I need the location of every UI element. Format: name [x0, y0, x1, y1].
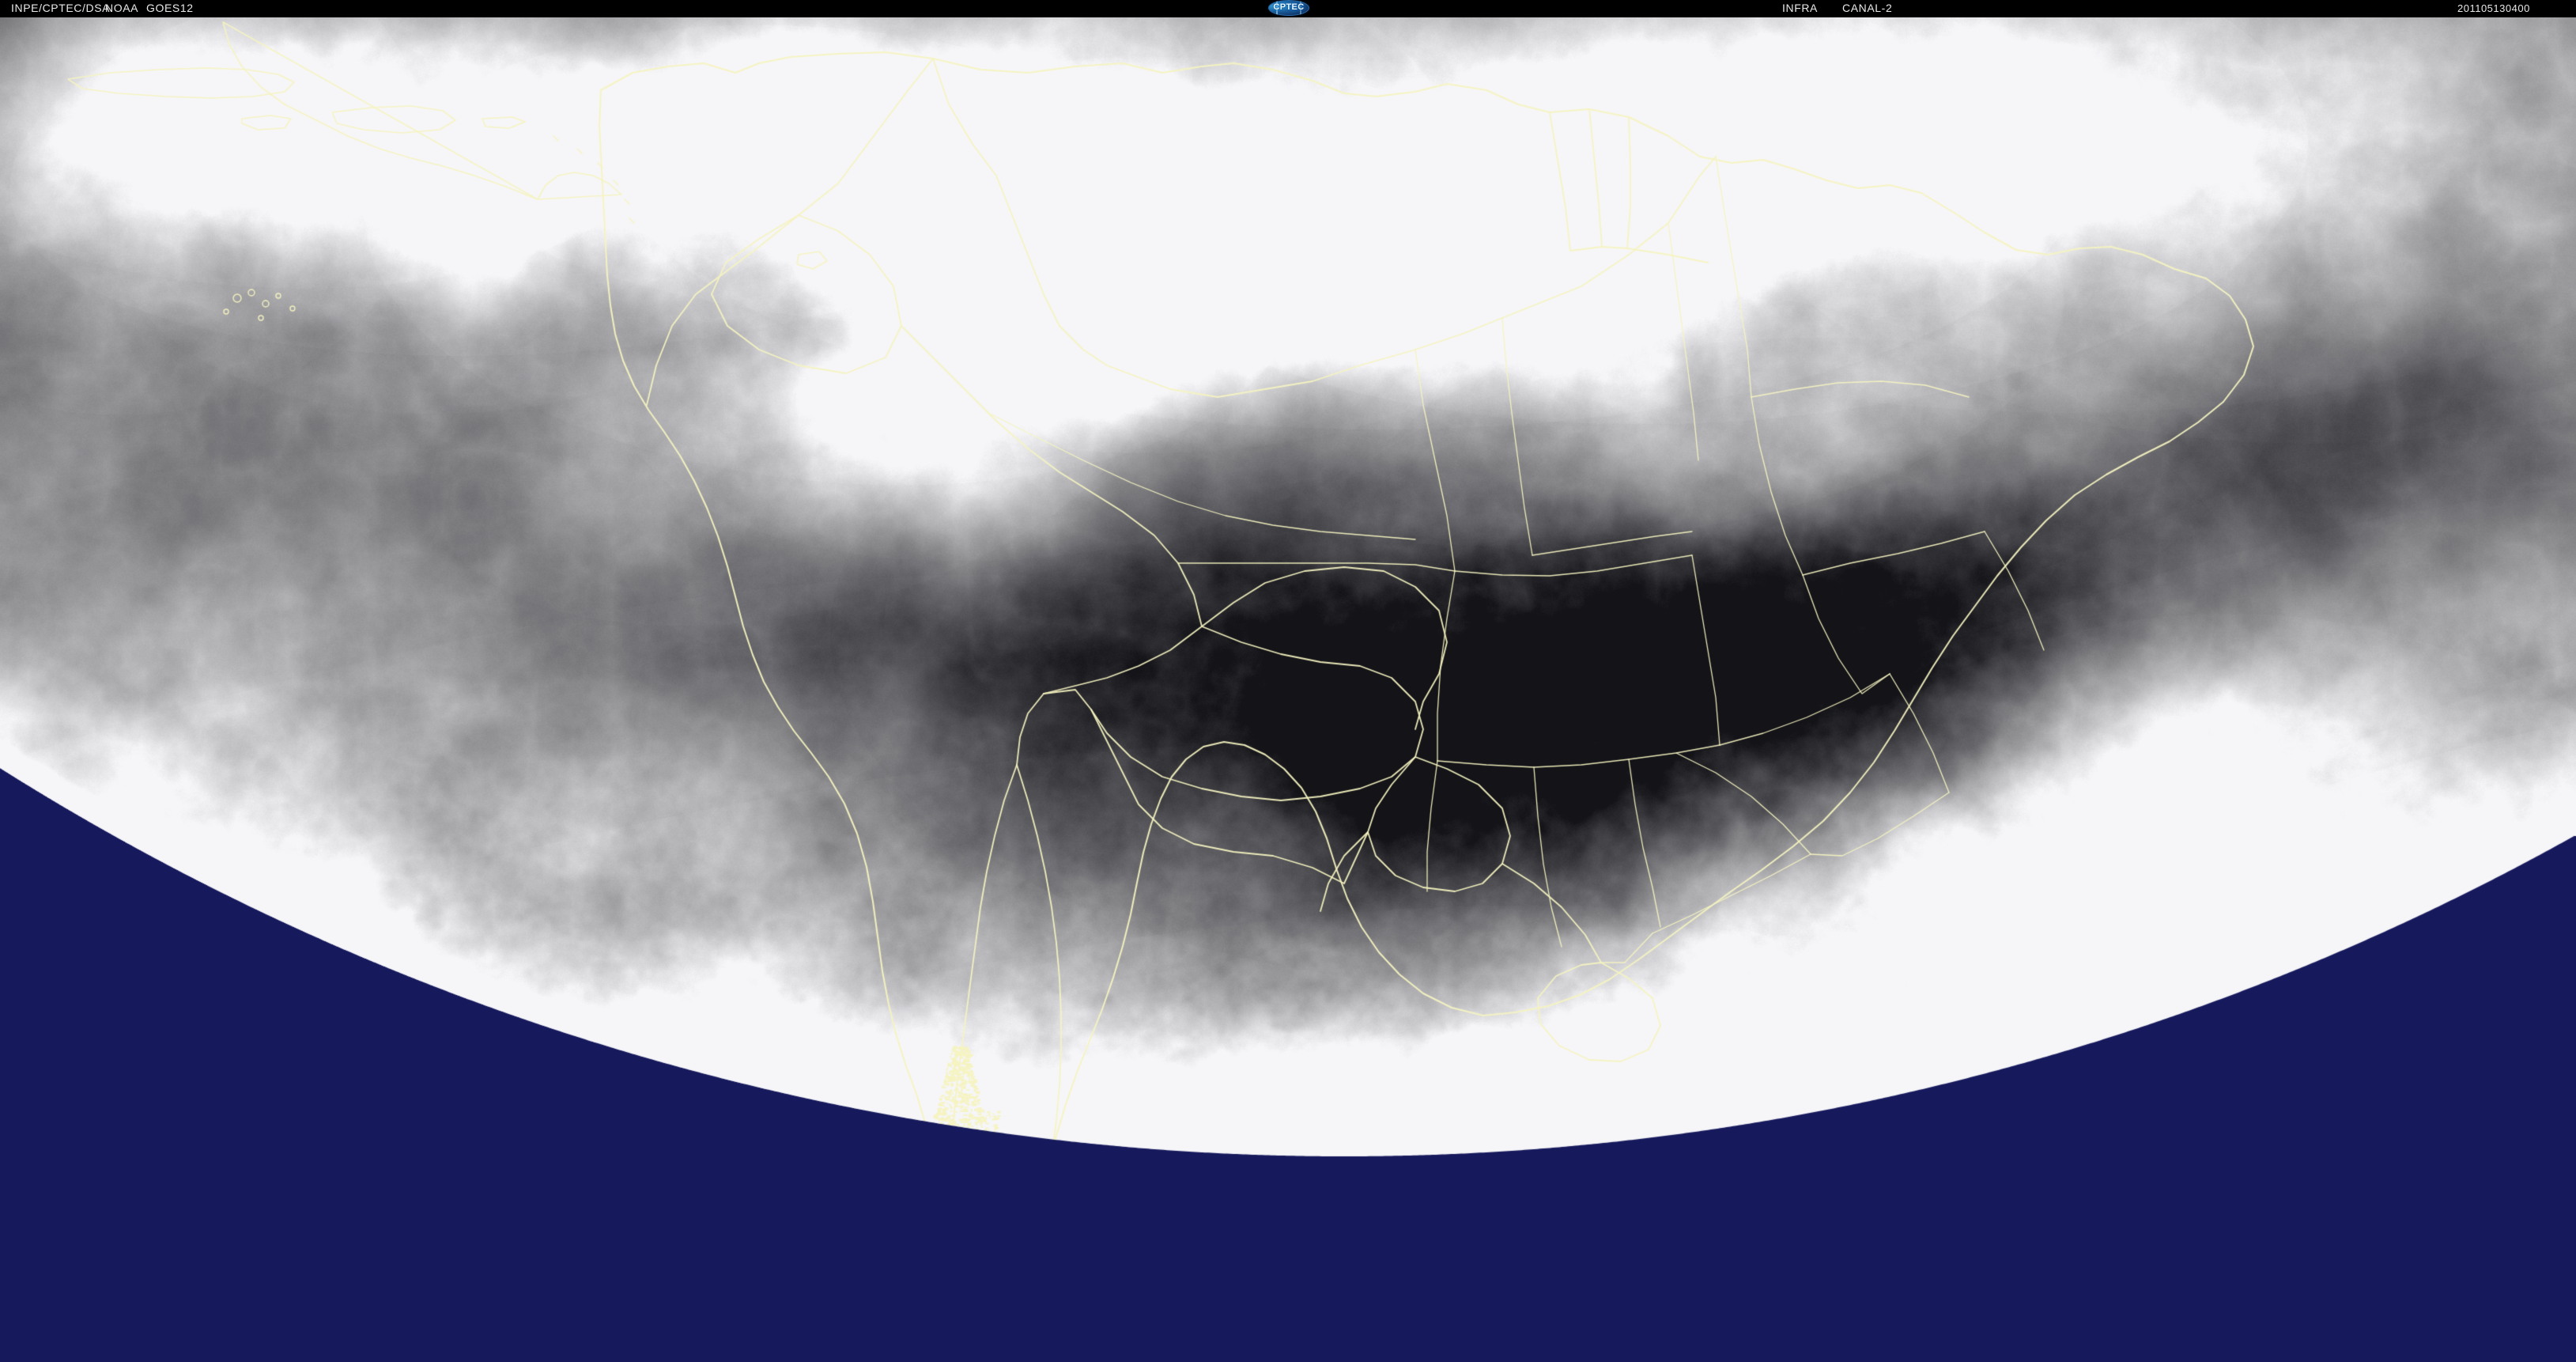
channel-label: CANAL-2 — [1842, 2, 1893, 14]
timestamp-label: 201105130400 — [2457, 2, 2530, 14]
cptec-logo-icon: CPTEC — [1268, 0, 1309, 16]
header-bar: INPE/CPTEC/DSA NOAA GOES12 CPTEC INFRA C… — [0, 0, 2576, 17]
satellite-image-canvas — [0, 17, 2576, 1362]
cptec-logo-text: CPTEC — [1273, 2, 1305, 12]
network-label: NOAA — [105, 2, 139, 14]
product-label: INFRA — [1782, 2, 1818, 14]
satellite-image-stage — [0, 17, 2576, 1362]
logo-accent-bar-left — [1276, 1, 1278, 15]
agency-label: INPE/CPTEC/DSA — [11, 2, 111, 14]
logo-accent-bar-right — [1300, 1, 1301, 15]
satellite-label: GOES12 — [146, 2, 194, 14]
